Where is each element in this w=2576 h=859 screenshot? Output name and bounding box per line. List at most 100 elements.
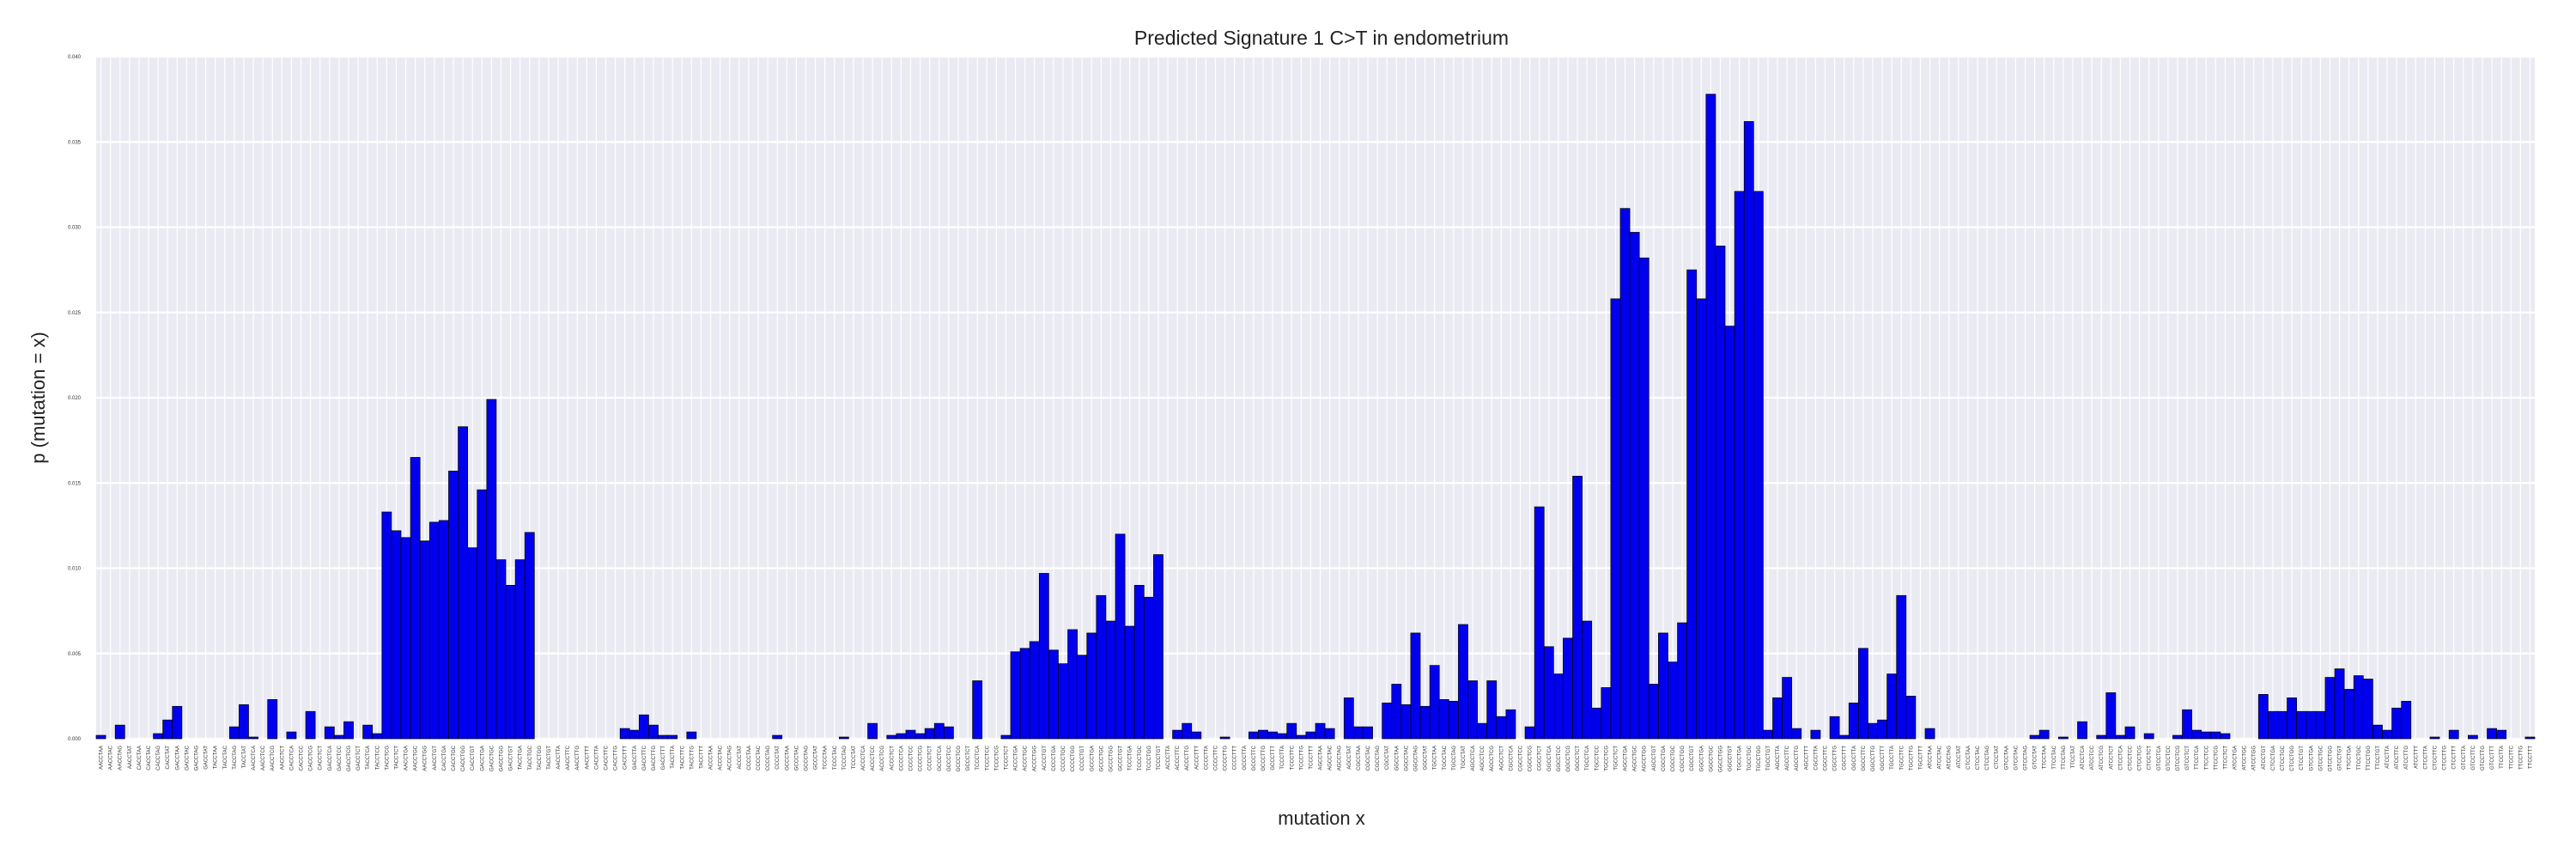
bar	[1363, 726, 1373, 740]
x-tick-label: TGCCTTC	[1899, 745, 1905, 770]
x-tick-label: AACCTTG	[575, 746, 580, 771]
x-tick-label: GACCTGC	[489, 745, 495, 771]
bar	[2105, 692, 2117, 740]
x-tick-label: TTCCTAA	[2043, 746, 2048, 769]
bar	[1258, 729, 1268, 740]
x-tick-label: CACCTGA	[442, 746, 447, 771]
x-tick-label: TTCCTCG	[2214, 746, 2219, 771]
x-tick-label: ATCCTGT	[2262, 746, 2267, 770]
x-tick-label: CGCCTCG	[1528, 746, 1534, 772]
x-tick-label: TTCCTGT	[2376, 746, 2381, 770]
x-tick-label: ATCCTCG	[2099, 746, 2105, 771]
x-tick-label: GGCCTTT	[1880, 746, 1886, 771]
x-tick-label: AGCCTGG	[1643, 746, 1648, 772]
bar	[2353, 675, 2364, 740]
x-tick-label: AACCTCT	[280, 746, 285, 771]
x-tick-label: TGCCTGC	[1747, 745, 1753, 771]
bar	[1296, 734, 1307, 740]
x-tick-label: CGCCTAA	[1357, 746, 1362, 771]
bar	[2143, 733, 2154, 740]
x-tick-label: TACCTGA	[519, 746, 524, 770]
bar	[1534, 506, 1545, 740]
x-tick-label: TCCCTCC	[985, 745, 990, 771]
bar	[1724, 326, 1735, 740]
bar	[1429, 665, 1440, 740]
x-tick-label: TACCTAG	[233, 746, 238, 770]
bar	[1715, 245, 1726, 740]
bar	[1496, 716, 1507, 740]
x-tick-label: CTCCTTA	[2423, 746, 2428, 770]
x-tick-label: ATCCTGA	[2233, 746, 2239, 770]
x-tick-label: TACCTGC	[528, 745, 533, 770]
bar	[2268, 710, 2278, 740]
x-tick-label: GTCCTGG	[2328, 746, 2333, 771]
bar	[1677, 622, 1688, 740]
y-tick-label: 0.040	[68, 55, 82, 60]
bar	[1829, 716, 1840, 740]
x-tick-label: GCCCTTA	[1242, 746, 1248, 771]
bar	[477, 489, 488, 740]
x-tick-label: CGCCTTA	[1814, 746, 1819, 771]
x-tick-label: AGCCTTA	[1776, 746, 1781, 770]
x-tick-label: GCCCTTG	[1261, 746, 1267, 771]
bar	[972, 680, 983, 740]
x-tick-label: TCCCTAA	[823, 746, 829, 770]
bar	[2172, 734, 2183, 740]
x-tick-label: GGCCTCT	[1576, 746, 1581, 771]
x-tick-label: TTCCTGA	[2348, 746, 2353, 770]
x-tick-label: TCCCTAC	[833, 745, 838, 770]
bar	[362, 724, 374, 740]
x-tick-label: TGCCTTA	[1890, 746, 1895, 770]
x-tick-label: ATCCTAT	[1957, 746, 1962, 769]
y-tick-label: 0.010	[68, 567, 82, 572]
y-axis-label: p (mutation = x)	[27, 332, 49, 463]
bar	[1448, 700, 1459, 740]
x-tick-label: CACCTCA	[289, 746, 295, 771]
x-tick-label: GACCTCT	[356, 746, 361, 771]
x-tick-label: TTCCTGC	[2357, 745, 2362, 770]
x-tick-label: TTCCTTG	[2518, 746, 2524, 770]
x-tick-label: GCCCTCT	[966, 746, 971, 771]
bar	[1658, 632, 1668, 740]
x-tick-label: CGCCTAT	[1385, 746, 1390, 770]
bar	[686, 731, 697, 740]
x-tick-label: TGCCTGA	[1738, 746, 1743, 771]
x-tick-label: GTCCTGA	[2309, 746, 2314, 771]
bar	[1619, 208, 1631, 740]
x-tick-label: GGCCTCG	[1566, 746, 1571, 772]
x-tick-label: GACCTTA	[633, 746, 638, 770]
bar	[2296, 710, 2307, 740]
x-tick-label: TTCCTCC	[2204, 745, 2209, 770]
x-tick-label: TCCCTTA	[1280, 746, 1285, 770]
bar	[391, 530, 402, 740]
bar	[1753, 191, 1764, 740]
bar	[1582, 620, 1593, 740]
x-tick-label: CCCCTTA	[1204, 746, 1209, 770]
bar	[448, 471, 459, 740]
bar	[1172, 729, 1183, 740]
bar	[2324, 677, 2336, 740]
bar	[1477, 722, 1488, 740]
x-tick-label: ACCCTAC	[719, 745, 724, 770]
bar	[2391, 707, 2403, 740]
bar	[267, 698, 278, 740]
x-tick-label: TCCCTGC	[1138, 745, 1143, 771]
x-tick-label: CCCCTGC	[1061, 745, 1066, 771]
bar	[1324, 728, 1335, 740]
x-tick-label: CTCCTAT	[1995, 746, 2000, 769]
x-tick-label: GACCTGG	[499, 746, 504, 772]
x-tick-label: CACCTCG	[309, 746, 314, 771]
bar	[1077, 655, 1088, 740]
bar	[619, 728, 630, 740]
x-tick-label: CGCCTGG	[1680, 746, 1686, 772]
x-tick-label: CTCCTCC	[2129, 745, 2134, 771]
x-tick-label: GGCCTCA	[1547, 746, 1552, 771]
x-tick-label: TACCTAC	[223, 745, 228, 769]
x-tick-label: TCCCTTT	[1309, 746, 1314, 770]
x-tick-label: AGCCTCC	[1480, 745, 1485, 771]
bar	[1010, 651, 1021, 740]
x-tick-label: CCCCTCA	[899, 746, 904, 771]
bar	[286, 731, 297, 740]
bar	[1382, 702, 1393, 740]
